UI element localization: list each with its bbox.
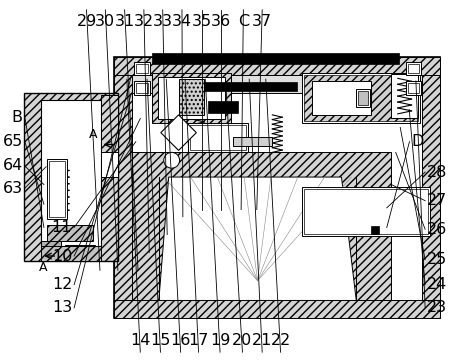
Bar: [114, 75, 132, 300]
Text: 24: 24: [427, 277, 447, 292]
Bar: [391, 74, 419, 118]
Text: 17: 17: [188, 333, 209, 348]
Text: 25: 25: [427, 252, 447, 267]
Bar: [41, 241, 61, 257]
Bar: [136, 63, 148, 73]
Text: 23: 23: [427, 300, 447, 315]
Text: 64: 64: [3, 159, 23, 173]
Text: 12: 12: [52, 277, 72, 292]
Bar: [136, 83, 148, 93]
Bar: [178, 79, 204, 115]
Bar: [304, 189, 428, 234]
Text: B: B: [12, 110, 23, 125]
Bar: [158, 77, 225, 119]
Bar: [356, 89, 370, 107]
Bar: [405, 81, 421, 95]
Bar: [408, 63, 419, 73]
Text: 37: 37: [252, 14, 272, 29]
Bar: [41, 246, 101, 261]
Text: 14: 14: [130, 333, 150, 348]
Text: A: A: [89, 128, 97, 141]
Bar: [41, 100, 101, 246]
Text: 28: 28: [427, 165, 448, 180]
Bar: [408, 83, 419, 93]
Polygon shape: [161, 115, 196, 150]
Bar: [302, 187, 430, 236]
Text: 22: 22: [271, 333, 291, 348]
Text: 34: 34: [172, 14, 192, 29]
Bar: [114, 300, 440, 318]
Bar: [114, 56, 440, 318]
Bar: [114, 56, 440, 75]
Bar: [47, 159, 67, 219]
Bar: [101, 152, 118, 177]
Bar: [190, 125, 246, 150]
Text: 19: 19: [210, 333, 230, 348]
Text: 63: 63: [3, 181, 23, 195]
Bar: [24, 93, 118, 261]
Text: 16: 16: [170, 333, 191, 348]
Bar: [101, 95, 118, 152]
Bar: [132, 75, 422, 93]
Bar: [65, 245, 95, 257]
Bar: [47, 226, 93, 241]
Text: C: C: [238, 14, 249, 29]
Bar: [208, 101, 238, 113]
Bar: [134, 62, 150, 75]
Bar: [188, 123, 248, 152]
Text: 27: 27: [427, 193, 447, 208]
Text: 11: 11: [52, 220, 72, 235]
Bar: [405, 62, 421, 75]
Text: 10: 10: [52, 249, 72, 264]
Text: 29: 29: [76, 14, 97, 29]
Bar: [312, 81, 371, 115]
Bar: [49, 161, 65, 216]
Circle shape: [164, 152, 180, 168]
Bar: [134, 81, 150, 95]
Text: 33: 33: [153, 14, 173, 29]
Bar: [152, 52, 399, 63]
Polygon shape: [132, 152, 391, 318]
Text: 36: 36: [211, 14, 231, 29]
Text: A: A: [39, 261, 48, 274]
Text: 20: 20: [232, 333, 252, 348]
Bar: [132, 73, 422, 300]
Text: 15: 15: [150, 333, 171, 348]
Polygon shape: [159, 177, 356, 300]
Text: 21: 21: [252, 333, 272, 348]
Text: 26: 26: [427, 222, 447, 237]
Bar: [152, 73, 231, 123]
Text: 13: 13: [52, 300, 72, 315]
Text: 32: 32: [134, 14, 154, 29]
Bar: [233, 136, 272, 147]
Bar: [358, 91, 368, 105]
Bar: [371, 226, 379, 234]
Bar: [302, 73, 420, 123]
Text: 30: 30: [95, 14, 115, 29]
Bar: [304, 75, 419, 121]
Text: 65: 65: [3, 134, 23, 149]
Bar: [422, 75, 440, 300]
Text: 35: 35: [192, 14, 212, 29]
Bar: [178, 82, 297, 91]
Text: 31: 31: [114, 14, 135, 29]
Text: D: D: [411, 134, 424, 149]
